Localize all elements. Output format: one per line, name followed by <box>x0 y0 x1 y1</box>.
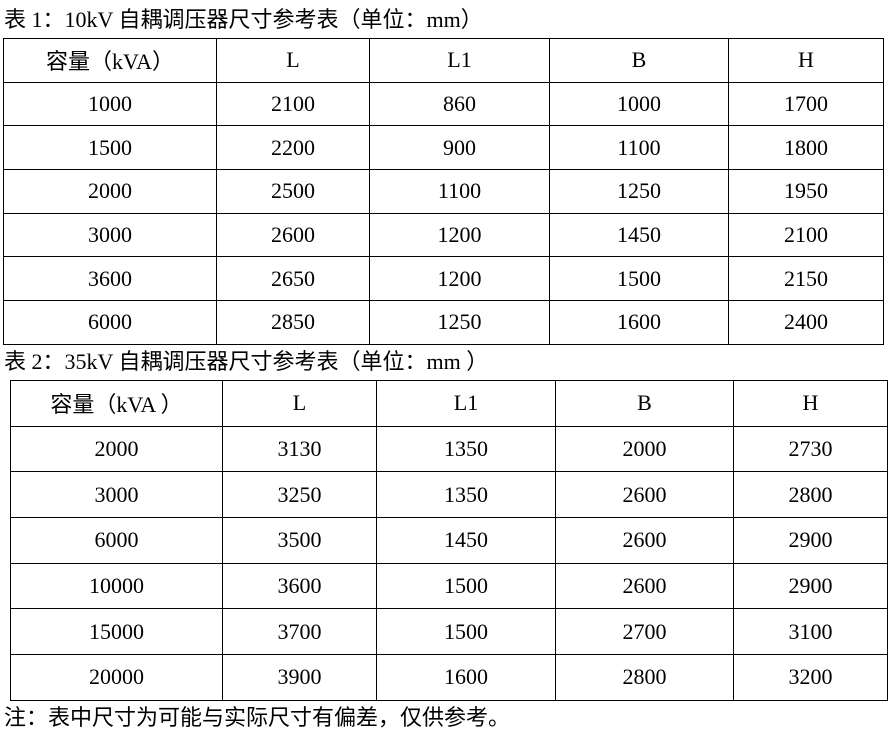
footnote: 注：表中尺寸为可能与实际尺寸有偏差，仅供参考。 <box>4 705 511 730</box>
table-cell: 2100 <box>728 212 884 258</box>
table-cell: 2000 <box>3 169 217 214</box>
table-cell: 2800 <box>555 654 734 701</box>
table-cell: 2000 <box>555 425 734 473</box>
header-cell: L <box>222 380 377 427</box>
table-cell: 1600 <box>549 300 729 345</box>
table-cell: 3250 <box>222 471 377 519</box>
table-cell: 6000 <box>3 300 217 345</box>
table-cell: 1450 <box>376 517 556 564</box>
table-cell: 1100 <box>369 169 550 214</box>
table-row: 15000 3700 1500 2700 3100 <box>10 608 888 656</box>
table-cell: 1600 <box>376 654 556 701</box>
table-cell: 6000 <box>10 517 223 564</box>
table-cell: 2900 <box>733 517 888 564</box>
table-cell: 2400 <box>728 300 884 345</box>
table-cell: 3000 <box>3 212 217 258</box>
table-row: 3000 3250 1350 2600 2800 <box>10 471 888 519</box>
table-row: 6000 2850 1250 1600 2400 <box>3 300 884 345</box>
table-cell: 1500 <box>549 256 729 302</box>
table-cell: 2700 <box>555 608 734 656</box>
table-cell: 2850 <box>216 300 370 345</box>
table-cell: 3000 <box>10 471 223 519</box>
table-row: 2000 2500 1100 1250 1950 <box>3 169 884 214</box>
header-row: 容量（kVA ） L L1 B H <box>10 380 888 427</box>
header-cell: H <box>733 380 888 427</box>
table-cell: 1950 <box>728 169 884 214</box>
header-cell: L1 <box>369 38 550 83</box>
table-cell: 15000 <box>10 608 223 656</box>
table-cell: 1500 <box>3 125 217 171</box>
table-cell: 3900 <box>222 654 377 701</box>
table-row: 3000 2600 1200 1450 2100 <box>3 212 884 258</box>
table-cell: 1250 <box>369 300 550 345</box>
table-cell: 1700 <box>728 81 884 127</box>
header-cell: 容量（kVA） <box>3 38 217 83</box>
table-cell: 1000 <box>549 81 729 127</box>
table-cell: 2200 <box>216 125 370 171</box>
table-cell: 2100 <box>216 81 370 127</box>
table-cell: 1500 <box>376 608 556 656</box>
header-cell: H <box>728 38 884 83</box>
table-cell: 2800 <box>733 471 888 519</box>
table-cell: 3130 <box>222 425 377 473</box>
header-row: 容量（kVA） L L1 B H <box>3 38 884 83</box>
table-cell: 3600 <box>3 256 217 302</box>
table-cell: 2650 <box>216 256 370 302</box>
table-cell: 10000 <box>10 562 223 610</box>
table2-35kv-dimensions: 容量（kVA ） L L1 B H 2000 3130 1350 2000 2730 3000 325… <box>10 380 888 701</box>
table-row: 1500 2200 900 1100 1800 <box>3 125 884 171</box>
table1-10kv-dimensions: 容量（kVA） L L1 B H 1000 2100 860 1000 1700 1500 2200 9… <box>3 38 884 345</box>
table-cell: 900 <box>369 125 550 171</box>
header-cell: L1 <box>376 380 556 427</box>
table-cell: 2150 <box>728 256 884 302</box>
table-cell: 3100 <box>733 608 888 656</box>
table-cell: 2600 <box>216 212 370 258</box>
table-cell: 1250 <box>549 169 729 214</box>
table1-title: 表 1：10kV 自耦调压器尺寸参考表（单位：mm） <box>4 7 483 32</box>
table-cell: 3200 <box>733 654 888 701</box>
table-cell: 2900 <box>733 562 888 610</box>
table-cell: 1200 <box>369 256 550 302</box>
table-cell: 2500 <box>216 169 370 214</box>
table-cell: 1500 <box>376 562 556 610</box>
table-cell: 3600 <box>222 562 377 610</box>
table-cell: 2730 <box>733 425 888 473</box>
table-row: 2000 3130 1350 2000 2730 <box>10 425 888 473</box>
table-cell: 2600 <box>555 517 734 564</box>
table-cell: 1450 <box>549 212 729 258</box>
table-cell: 2600 <box>555 562 734 610</box>
table-cell: 1800 <box>728 125 884 171</box>
header-cell: B <box>549 38 729 83</box>
header-cell: B <box>555 380 734 427</box>
table-row: 20000 3900 1600 2800 3200 <box>10 654 888 701</box>
table-row: 3600 2650 1200 1500 2150 <box>3 256 884 302</box>
table2-title: 表 2：35kV 自耦调压器尺寸参考表（单位：mm ） <box>4 349 489 374</box>
table-cell: 1000 <box>3 81 217 127</box>
table-cell: 2000 <box>10 425 223 473</box>
table-cell: 1200 <box>369 212 550 258</box>
table-cell: 1350 <box>376 425 556 473</box>
table-cell: 3500 <box>222 517 377 564</box>
table-row: 10000 3600 1500 2600 2900 <box>10 562 888 610</box>
header-cell: L <box>216 38 370 83</box>
header-cell: 容量（kVA ） <box>10 380 223 427</box>
table-cell: 1350 <box>376 471 556 519</box>
table-row: 6000 3500 1450 2600 2900 <box>10 517 888 564</box>
table-cell: 3700 <box>222 608 377 656</box>
table-cell: 2600 <box>555 471 734 519</box>
table-row: 1000 2100 860 1000 1700 <box>3 81 884 127</box>
table-cell: 20000 <box>10 654 223 701</box>
table-cell: 860 <box>369 81 550 127</box>
table-cell: 1100 <box>549 125 729 171</box>
